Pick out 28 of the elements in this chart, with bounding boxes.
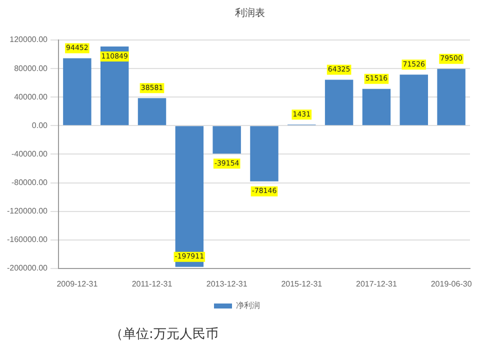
text: （单位:万元人民币 (110, 326, 218, 343)
bar (400, 74, 428, 126)
y-tick-label: -40000.00 (11, 149, 48, 158)
bar (250, 126, 278, 182)
chart-title: 利润表 (234, 6, 266, 20)
y-tick-label: -160000.00 (6, 235, 48, 244)
x-tick-label: 2015-12-31 (281, 279, 323, 288)
x-tick-label: 2017-12-31 (356, 279, 398, 288)
y-tick-label: -200000.00 (6, 264, 48, 273)
bar (212, 126, 241, 154)
bar (362, 88, 391, 126)
bar (437, 68, 466, 126)
bar (63, 58, 92, 126)
x-tick-label: 2013-12-31 (206, 279, 248, 288)
bar (138, 98, 166, 126)
bar (175, 126, 204, 267)
legend-label: 净利润 (236, 301, 260, 310)
x-tick-label: 2019-06-30 (430, 279, 472, 288)
y-tick-label: -80000.00 (11, 178, 48, 187)
y-tick-label: -120000.00 (6, 206, 48, 216)
y-tick-label: 80000.00 (14, 64, 48, 73)
y-tick-label: 120000.00 (10, 35, 48, 44)
x-tick-label: 2011-12-31 (132, 279, 173, 288)
bar (324, 80, 354, 126)
y-tick-label: 0.00 (32, 120, 48, 130)
x-tick-label: 2009-12-31 (56, 279, 98, 288)
y-tick-label: 40000.00 (14, 92, 48, 102)
bar (100, 46, 129, 126)
